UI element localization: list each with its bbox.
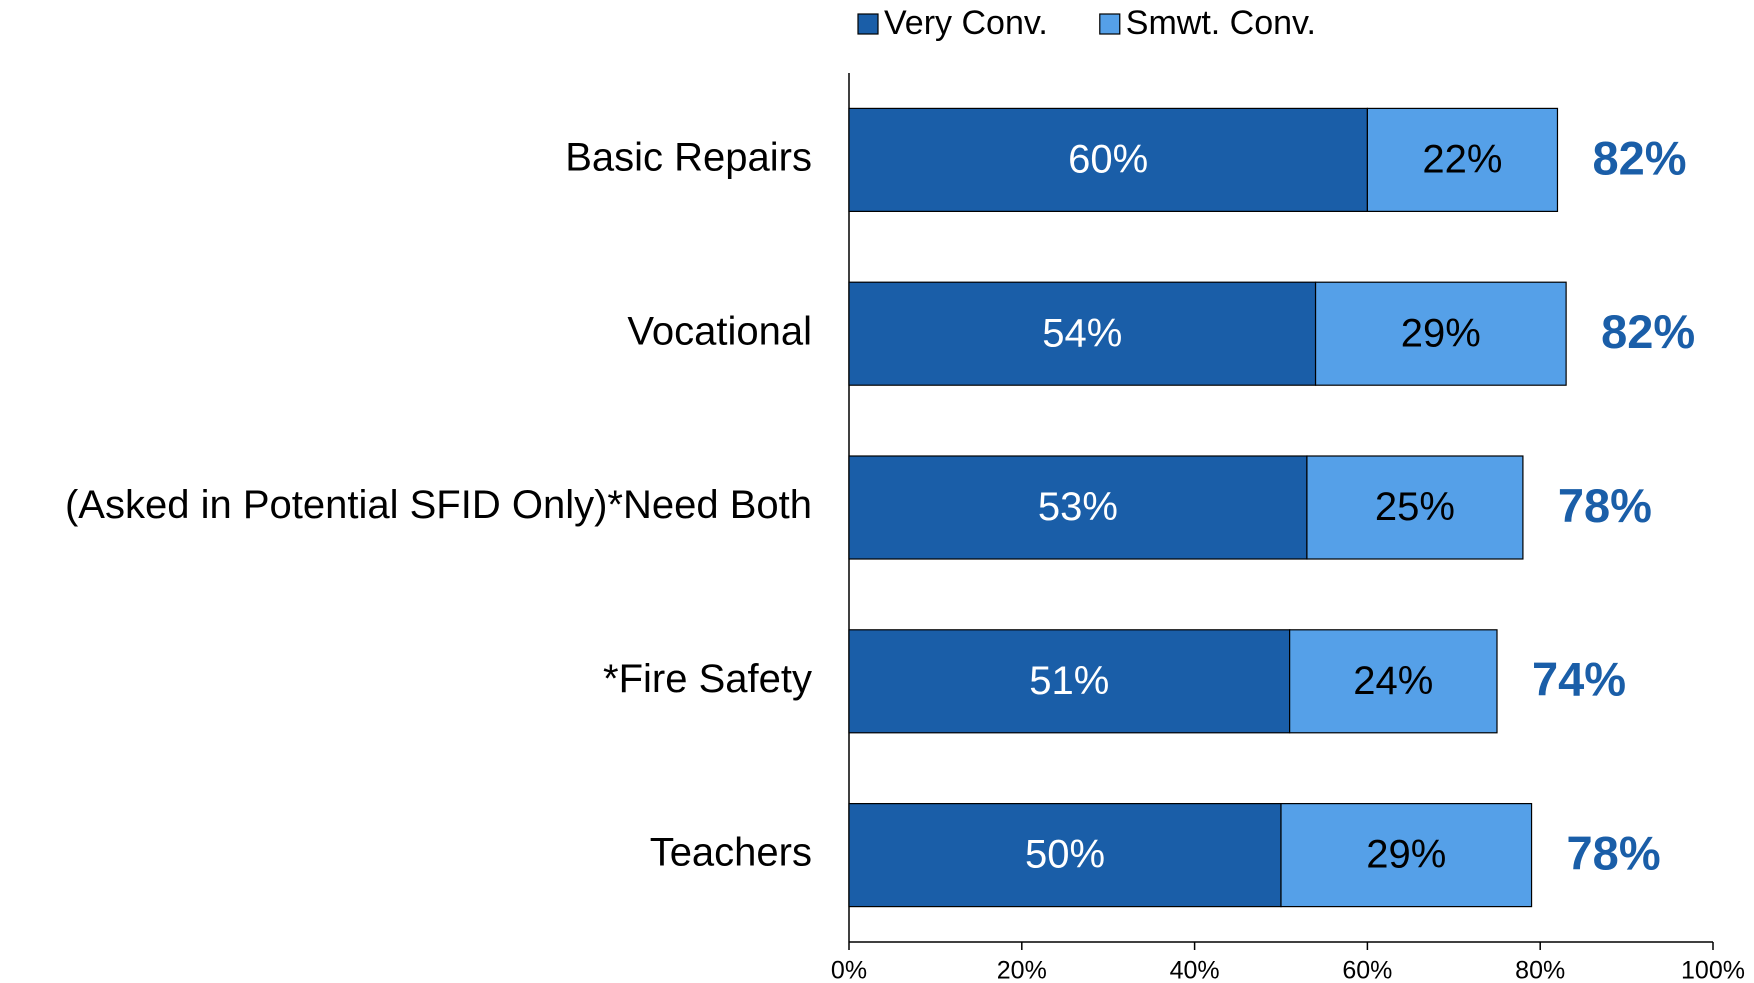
- bar-segment: [1280, 802, 1533, 908]
- data-label: 50%: [1025, 833, 1105, 877]
- data-label: 60%: [1068, 137, 1148, 181]
- category-label: Teachers: [650, 831, 812, 875]
- legend-swatch: [1099, 13, 1121, 35]
- bar-segment: [1366, 107, 1559, 213]
- total-label: 82%: [1601, 305, 1695, 358]
- category-label: Vocational: [627, 309, 812, 353]
- bar-segment: [848, 802, 1282, 908]
- data-label: 25%: [1375, 485, 1455, 529]
- x-tick-label: 100%: [1681, 957, 1745, 983]
- data-label: 29%: [1366, 833, 1446, 877]
- x-tick-label: 40%: [1170, 957, 1220, 983]
- bar-segment: [848, 629, 1291, 734]
- data-label: 22%: [1422, 137, 1502, 181]
- total-label: 78%: [1558, 479, 1652, 532]
- bar-segment: [1289, 629, 1498, 734]
- x-tick-label: 20%: [997, 957, 1047, 983]
- category-label: Basic Repairs: [565, 135, 812, 179]
- total-label: 82%: [1592, 131, 1686, 184]
- data-label: 29%: [1401, 311, 1481, 355]
- bar-segment: [848, 107, 1369, 213]
- data-label: 24%: [1353, 659, 1433, 703]
- data-label: 51%: [1029, 659, 1109, 703]
- bar-segment: [848, 281, 1317, 386]
- legend-swatch: [857, 13, 879, 35]
- legend-label: Very Conv.: [884, 4, 1048, 42]
- category-label: (Asked in Potential SFID Only)*Need Both: [65, 483, 812, 527]
- category-label: *Fire Safety: [603, 657, 812, 701]
- x-tick-label: 60%: [1342, 957, 1392, 983]
- x-tick-label: 80%: [1515, 957, 1565, 983]
- x-tick-label: 0%: [831, 957, 867, 983]
- total-label: 74%: [1532, 653, 1626, 706]
- data-label: 54%: [1042, 311, 1122, 355]
- data-label: 53%: [1038, 485, 1118, 529]
- bar-segment: [1306, 455, 1524, 560]
- legend-label: Smwt. Conv.: [1126, 4, 1316, 42]
- total-label: 78%: [1567, 827, 1661, 880]
- bar-segment: [1314, 281, 1567, 386]
